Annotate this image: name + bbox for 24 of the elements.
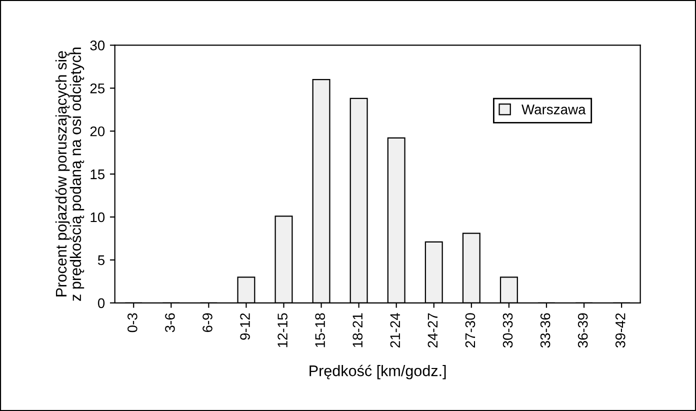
x-tick-label: 24-27	[428, 313, 438, 348]
x-tick-label: 15-18	[315, 313, 326, 348]
x-tick-label: 18-21	[352, 313, 363, 348]
y-tick-label: 10	[90, 212, 105, 222]
y-axis-title: Procent pojazdów poruszających się z prędkością podaną na osi odciętych	[55, 48, 84, 301]
y-tick-label: 15	[90, 170, 105, 180]
x-tick-label: 21-24	[390, 313, 400, 348]
x-tick-label: 3-6	[165, 313, 175, 332]
y-tick-label: 25	[90, 83, 105, 94]
x-tick-label: 9-12	[240, 313, 250, 340]
x-tick-label: 27-30	[465, 313, 476, 348]
x-tick-label: 36-39	[578, 313, 588, 348]
legend-label: Warszawa	[522, 104, 586, 114]
y-tick-label: 0	[98, 298, 105, 308]
x-tick-label: 30-33	[502, 313, 513, 348]
x-axis-title: Prędkość [km/godz.]	[310, 364, 446, 380]
x-tick-label: 33-36	[540, 313, 550, 348]
x-tick-label: 39-42	[615, 313, 626, 348]
x-tick-label: 0-3	[128, 313, 138, 332]
y-tick-label: 30	[90, 40, 105, 50]
x-tick-label: 12-15	[278, 313, 288, 348]
y-tick-label: 5	[98, 255, 105, 266]
x-tick-label: 6-9	[202, 313, 212, 332]
y-tick-label: 20	[90, 126, 105, 136]
